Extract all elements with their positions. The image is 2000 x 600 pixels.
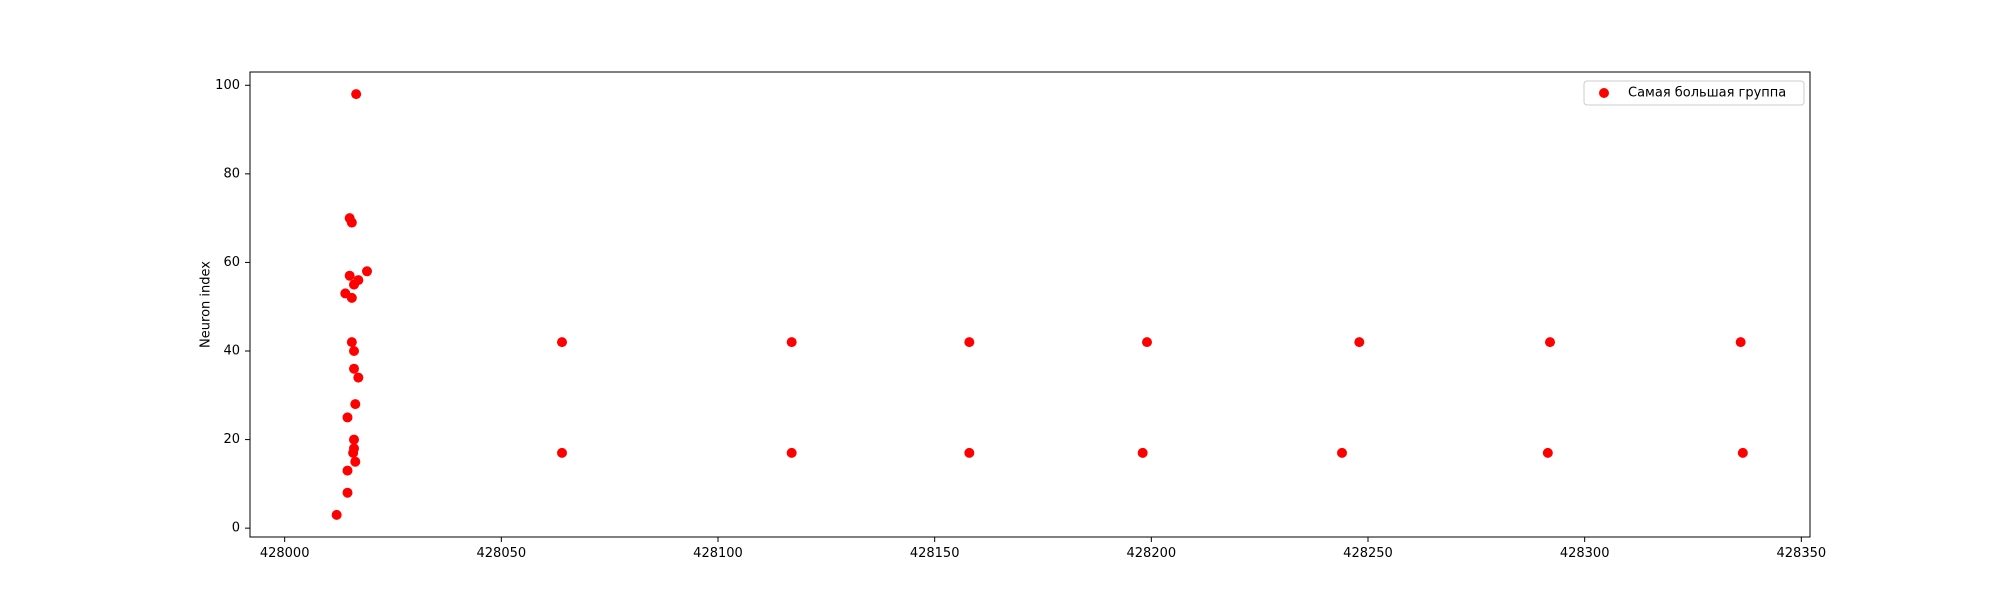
data-point: [1735, 337, 1746, 348]
data-point: [346, 337, 357, 348]
data-point: [349, 443, 359, 454]
y-tick-label: 40: [223, 344, 240, 359]
x-tick-label: 428250: [1343, 546, 1393, 561]
data-point: [1737, 447, 1748, 458]
data-point: [1142, 337, 1152, 348]
data-point: [331, 509, 342, 520]
data-point: [346, 292, 357, 303]
data-point: [342, 465, 353, 476]
data-point: [350, 399, 361, 410]
x-axis: 428000 428050 428100 428150 428200 428250 4283…: [260, 537, 1826, 561]
data-point: [557, 447, 567, 458]
y-tick-label: 0: [232, 521, 240, 536]
x-tick-label: 428350: [1777, 546, 1827, 561]
y-tick-label: 20: [223, 432, 240, 447]
x-tick-label: 428100: [693, 546, 743, 561]
y-axis: 0 20 40 60 80 100: [215, 78, 250, 536]
data-point: [1337, 447, 1347, 458]
x-tick-label: 428050: [477, 546, 527, 561]
data-point: [1542, 447, 1553, 458]
data-point: [344, 270, 355, 281]
plot-area-frame: [249, 71, 1811, 538]
x-tick-label: 428000: [260, 546, 310, 561]
data-point: [1545, 337, 1555, 348]
data-point: [351, 89, 362, 100]
data-point: [353, 275, 364, 286]
data-point: [557, 337, 567, 348]
x-tick-label: 428150: [910, 546, 960, 561]
y-tick-label: 60: [223, 255, 240, 270]
data-point: [350, 456, 361, 467]
data-point: [342, 487, 353, 498]
data-point: [349, 363, 359, 374]
y-tick-label: 100: [215, 78, 240, 93]
data-point: [1137, 447, 1148, 458]
data-point: [964, 337, 975, 348]
x-tick-label: 428200: [1127, 546, 1177, 561]
y-tick-label: 80: [223, 166, 240, 181]
legend-marker: [1599, 88, 1609, 98]
legend-box: [1583, 80, 1805, 106]
data-points: [331, 89, 1748, 520]
data-point: [1354, 337, 1365, 348]
legend: Самая большая группа: [1583, 80, 1805, 106]
data-point: [362, 266, 372, 277]
data-point: [786, 337, 797, 348]
data-point: [342, 412, 353, 423]
data-point: [353, 372, 364, 383]
y-axis-label: Neuron index: [199, 261, 214, 348]
legend-label: Самая большая группа: [1628, 86, 1786, 101]
data-point: [964, 447, 975, 458]
data-point: [349, 434, 359, 445]
data-point: [786, 447, 797, 458]
x-tick-label: 428300: [1560, 546, 1610, 561]
data-point: [346, 217, 357, 228]
data-point: [349, 346, 359, 356]
